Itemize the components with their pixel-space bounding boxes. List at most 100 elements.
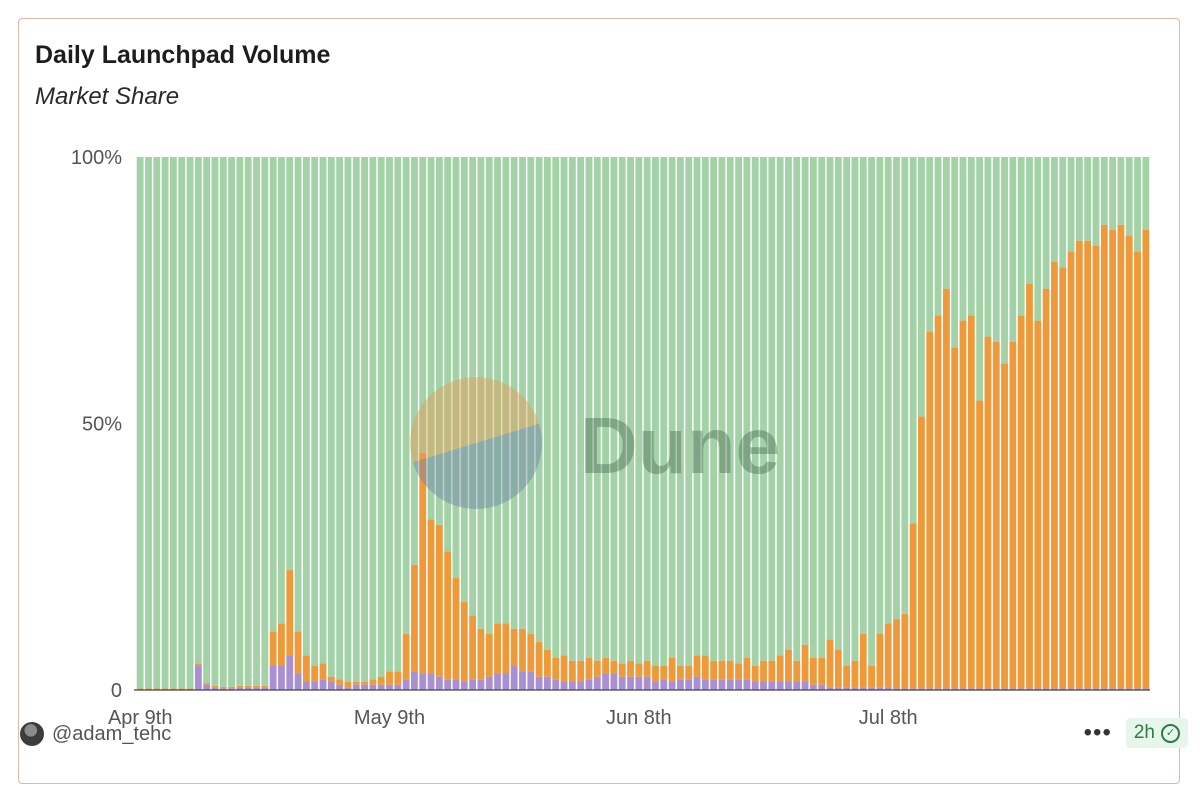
bar-segment-purple — [1059, 688, 1067, 690]
bar-segment-green — [726, 157, 734, 661]
bar-segment-green — [926, 157, 934, 332]
bar-segment-green — [460, 157, 468, 603]
bar-segment-orange — [261, 685, 269, 688]
bar-segment-purple — [843, 687, 851, 690]
chart-subtitle: Market Share — [35, 83, 180, 110]
bar-segment-green — [843, 157, 851, 667]
bar-segment-purple — [311, 682, 319, 690]
bar-segment-orange — [469, 615, 477, 680]
bar-segment-orange — [319, 663, 327, 680]
bar-segment-green — [1075, 157, 1083, 241]
bar-segment-orange — [269, 631, 277, 667]
bar-segment-purple — [1001, 688, 1008, 690]
more-options-icon[interactable]: ••• — [1083, 719, 1112, 746]
bar-segment-orange — [1092, 246, 1100, 689]
bar-segment-orange — [352, 682, 360, 685]
age-label: 2h — [1133, 722, 1155, 743]
bar-segment-orange — [660, 666, 668, 680]
bar-segment-orange — [1067, 251, 1075, 689]
bar-segment-orange — [868, 666, 875, 688]
bar-segment-green — [336, 157, 344, 680]
y-tick-label: 100% — [71, 147, 122, 169]
bar-segment-orange — [311, 666, 319, 682]
bar-segment-orange — [344, 682, 352, 688]
bar-segment-purple — [884, 687, 892, 690]
author-info[interactable]: @adam_tehc — [20, 722, 171, 746]
bar-segment-orange — [1134, 251, 1141, 689]
bar-segment-orange — [768, 660, 776, 682]
bar-segment-green — [1092, 157, 1100, 247]
bar-segment-orange — [286, 570, 294, 656]
bar-segment-green — [494, 157, 501, 624]
bar-segment-purple — [959, 688, 967, 690]
bar-segment-purple — [976, 688, 984, 690]
bar-segment-green — [269, 157, 277, 632]
bar-segment-orange — [1001, 363, 1008, 689]
bar-segment-orange — [627, 660, 634, 677]
bar-segment-green — [377, 157, 385, 677]
bar-segment-green — [1117, 157, 1125, 225]
bar-segment-purple — [203, 684, 211, 690]
bars-layer — [136, 157, 1150, 690]
bar-segment-green — [585, 157, 593, 659]
bar-segment-purple — [710, 679, 718, 690]
bar-segment-purple — [269, 666, 277, 690]
bar-segment-green — [519, 157, 526, 629]
bar-segment-green — [327, 157, 335, 677]
bar-segment-orange — [834, 650, 842, 688]
bar-segment-orange — [959, 320, 967, 689]
bar-segment-orange — [710, 660, 718, 680]
bar-segment-purple — [618, 676, 626, 690]
bar-segment-orange — [136, 688, 144, 690]
bar-segment-orange — [336, 679, 344, 685]
bar-segment-orange — [1084, 240, 1092, 689]
bar-segment-purple — [967, 688, 975, 690]
bar-segment-orange — [219, 686, 227, 689]
bar-segment-green — [302, 157, 310, 656]
bar-segment-green — [627, 157, 634, 661]
bar-segment-green — [386, 157, 393, 672]
bar-segment-purple — [519, 671, 526, 690]
bar-segment-orange — [1026, 283, 1033, 689]
bar-segment-green — [261, 157, 269, 686]
bar-segment-orange — [909, 523, 917, 689]
bar-segment-purple — [660, 679, 668, 690]
refresh-age-badge[interactable]: 2h ✓ — [1125, 718, 1188, 748]
bar-segment-purple — [901, 688, 909, 690]
bar-segment-green — [286, 157, 294, 571]
bar-segment-orange — [361, 682, 368, 685]
bar-segment-orange — [1142, 230, 1150, 689]
bar-segment-purple — [627, 676, 634, 690]
bar-segment-purple — [1075, 688, 1083, 690]
bar-segment-orange — [967, 315, 975, 689]
bar-segment-green — [344, 157, 352, 682]
bar-segment-purple — [319, 679, 327, 690]
bar-segment-purple — [1067, 688, 1075, 690]
bar-segment-purple — [809, 684, 817, 690]
bar-segment-green — [660, 157, 668, 667]
bar-segment-orange — [153, 688, 161, 690]
bar-segment-green — [352, 157, 360, 682]
bar-segment-orange — [801, 644, 809, 683]
bar-segment-green — [760, 157, 767, 661]
bar-segment-green — [826, 157, 834, 640]
bar-segment-green — [178, 157, 186, 689]
bar-segment-green — [294, 157, 302, 632]
bar-segment-green — [942, 157, 950, 289]
bar-segment-green — [851, 157, 859, 661]
bar-segment-green — [768, 157, 776, 661]
bar-segment-green — [552, 157, 560, 659]
bar-segment-green — [934, 157, 942, 316]
bar-segment-orange — [427, 519, 435, 675]
bar-segment-orange — [926, 331, 934, 689]
bar-segment-green — [710, 157, 718, 661]
bar-segment-purple — [1117, 688, 1125, 690]
bar-segment-purple — [394, 684, 402, 690]
bar-segment-green — [477, 157, 485, 629]
bar-segment-orange — [876, 634, 884, 688]
bar-segment-green — [884, 157, 892, 624]
bar-segment-orange — [452, 578, 460, 680]
bar-segment-orange — [1100, 224, 1108, 689]
bar-segment-orange — [577, 660, 585, 682]
bar-segment-purple — [602, 674, 610, 690]
